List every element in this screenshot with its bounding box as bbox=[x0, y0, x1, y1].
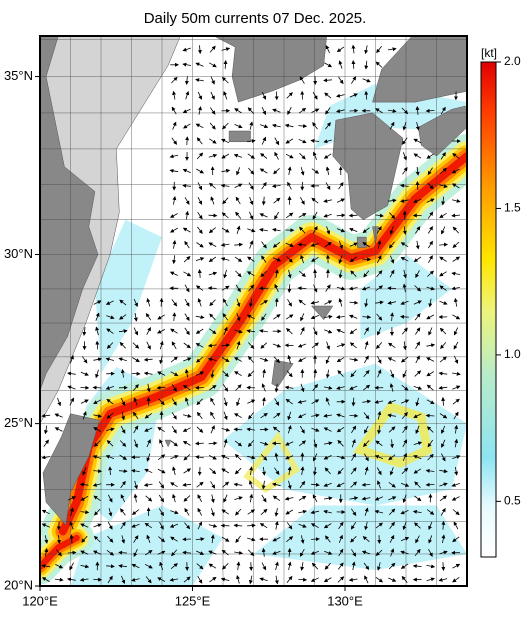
land bbox=[357, 237, 366, 247]
y-tick-label: 35°N bbox=[4, 68, 33, 83]
colorbar-tick-label: 0.5 bbox=[504, 494, 521, 508]
current-arrow bbox=[353, 398, 354, 406]
colorbar-tick-label: 1.5 bbox=[504, 201, 521, 215]
current-arrow bbox=[251, 562, 252, 570]
current-arrow bbox=[298, 579, 306, 580]
colorbar bbox=[481, 62, 496, 557]
current-arrow bbox=[209, 215, 217, 216]
current-arrow bbox=[110, 467, 111, 475]
colorbar-unit: [kt] bbox=[481, 46, 497, 60]
current-arrow bbox=[187, 137, 188, 145]
x-tick-label: 120°E bbox=[22, 593, 58, 608]
colorbar-tick-label: 2.0 bbox=[504, 54, 521, 68]
current-arrow bbox=[417, 182, 418, 190]
current-arrow bbox=[298, 288, 306, 289]
y-tick-label: 20°N bbox=[4, 577, 33, 592]
x-tick-label: 125°E bbox=[175, 593, 211, 608]
current-arrow bbox=[388, 288, 396, 289]
y-tick-label: 30°N bbox=[4, 246, 33, 261]
current-arrow bbox=[311, 539, 319, 540]
map-title: Daily 50m currents 07 Dec. 2025. bbox=[144, 10, 367, 27]
x-tick-label: 130°E bbox=[327, 593, 363, 608]
current-arrow bbox=[97, 341, 98, 349]
colorbar-tick-label: 1.0 bbox=[504, 347, 521, 361]
y-tick-label: 25°N bbox=[4, 415, 33, 430]
current-arrow bbox=[132, 373, 140, 374]
land bbox=[229, 131, 250, 142]
current-arrow bbox=[350, 215, 358, 216]
current-arrow bbox=[225, 61, 226, 69]
